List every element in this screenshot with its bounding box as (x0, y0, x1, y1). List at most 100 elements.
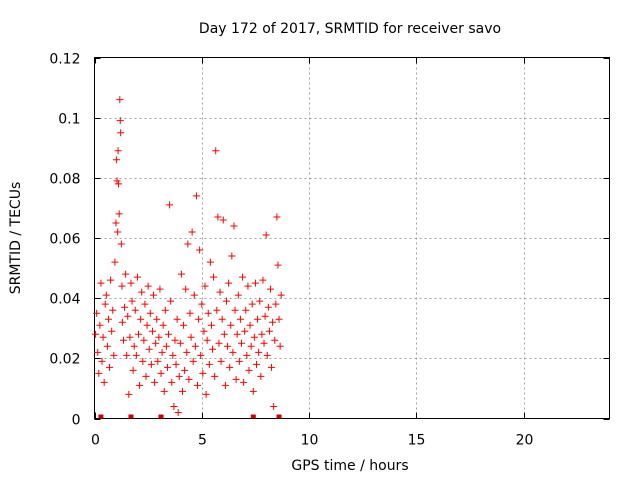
data-point (274, 261, 282, 269)
data-point (142, 372, 150, 380)
data-point (98, 357, 106, 365)
data-point (112, 156, 120, 164)
data-point (263, 351, 271, 359)
data-point (184, 240, 192, 248)
data-point (171, 336, 179, 344)
data-point (118, 318, 126, 326)
data-point (259, 276, 267, 284)
data-point (198, 300, 206, 308)
data-point (248, 300, 256, 308)
x-tick-label: 20 (516, 433, 534, 449)
data-point (169, 351, 177, 359)
data-point (134, 330, 142, 338)
data-point (205, 360, 213, 368)
data-point (166, 201, 174, 209)
data-point (254, 315, 262, 323)
data-point (125, 390, 133, 398)
data-point (240, 378, 248, 386)
data-point (97, 279, 105, 287)
data-point (195, 315, 203, 323)
data-point (122, 270, 130, 278)
data-point (139, 357, 147, 365)
data-point (154, 357, 162, 365)
data-point (160, 387, 168, 395)
data-point (225, 279, 233, 287)
data-point (159, 321, 167, 329)
data-point (136, 381, 144, 389)
data-point (133, 273, 141, 281)
data-point (249, 387, 257, 395)
data-point (246, 321, 254, 329)
data-point (191, 342, 199, 350)
data-point (127, 279, 135, 287)
data-point (229, 348, 237, 356)
data-point (150, 291, 158, 299)
data-point (157, 369, 165, 377)
data-point (264, 303, 272, 311)
y-tick-label: 0.04 (49, 292, 80, 308)
x-tick-label: 5 (198, 433, 207, 449)
zero-marker (250, 414, 256, 419)
data-point (245, 366, 253, 374)
data-point (228, 252, 236, 260)
data-point (176, 339, 184, 347)
data-point (102, 291, 110, 299)
data-point (197, 351, 205, 359)
data-point (202, 390, 210, 398)
data-point (200, 327, 208, 335)
data-point (222, 297, 230, 305)
data-point (161, 306, 169, 314)
data-point (236, 315, 244, 323)
data-point (96, 321, 104, 329)
data-point (116, 96, 124, 104)
data-point (117, 129, 125, 137)
data-point (101, 300, 109, 308)
data-point (155, 333, 163, 341)
data-point (115, 210, 123, 218)
data-point (113, 177, 121, 185)
data-point (147, 360, 155, 368)
data-point (247, 342, 255, 350)
data-point (118, 282, 126, 290)
data-points (92, 96, 285, 419)
y-tick-label: 0.12 (49, 52, 80, 68)
data-point (257, 372, 265, 380)
data-point (224, 342, 232, 350)
data-point (175, 372, 183, 380)
y-tick-label: 0.06 (49, 232, 80, 248)
data-point (144, 282, 152, 290)
data-point (185, 375, 193, 383)
zero-marker (276, 414, 282, 419)
data-point (230, 222, 238, 230)
data-point (165, 330, 173, 338)
y-axis-label: SRMTID / TECUs (8, 182, 24, 295)
data-point (275, 315, 283, 323)
data-point (272, 300, 280, 308)
data-point (226, 363, 234, 371)
data-point (190, 291, 198, 299)
data-point (199, 369, 207, 377)
data-point (186, 309, 194, 317)
data-point (207, 321, 215, 329)
data-point (255, 348, 263, 356)
data-point (265, 327, 273, 335)
data-point (188, 228, 196, 236)
data-point (210, 273, 218, 281)
data-point (192, 192, 200, 200)
x-axis-label: GPS time / hours (291, 458, 408, 474)
data-point (270, 402, 278, 410)
data-point (111, 258, 119, 266)
data-point (211, 372, 219, 380)
grid (94, 57, 610, 419)
data-point (141, 300, 149, 308)
zero-marker (158, 414, 164, 419)
data-point (215, 339, 223, 347)
data-point (232, 375, 240, 383)
zero-marker (98, 414, 104, 419)
data-point (178, 387, 186, 395)
data-point (146, 309, 154, 317)
data-point (218, 315, 226, 323)
data-point (233, 330, 241, 338)
